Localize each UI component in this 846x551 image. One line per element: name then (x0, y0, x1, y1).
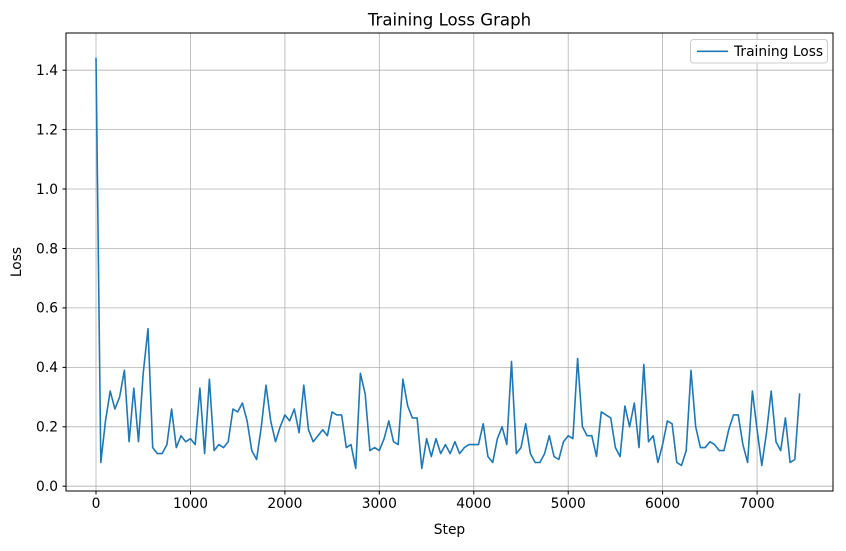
x-tick-label: 7000 (740, 496, 775, 512)
y-axis-label: Loss (9, 247, 25, 277)
x-tick-label: 3000 (362, 496, 397, 512)
x-tick-label: 2000 (267, 496, 302, 512)
legend-box (690, 39, 828, 64)
x-axis-label: Step (434, 522, 465, 538)
y-tick-label: 1.4 (36, 63, 58, 79)
y-tick-label: 0.8 (36, 241, 58, 257)
x-tick-label: 5000 (551, 496, 586, 512)
y-tick-label: 1.0 (36, 182, 58, 198)
legend: Training Loss (690, 39, 828, 64)
y-tick-labels: 0.0 0.2 0.4 0.6 0.8 1.0 1.2 1.4 (36, 63, 66, 495)
y-tick-label: 0.0 (36, 479, 58, 495)
x-tick-label: 1000 (173, 496, 208, 512)
x-tick-label: 6000 (645, 496, 680, 512)
y-tick-label: 1.2 (36, 122, 58, 138)
y-tick-label: 0.4 (36, 360, 58, 376)
y-tick-label: 0.6 (36, 301, 58, 317)
plot-border (65, 32, 834, 492)
chart-title: Training Loss Graph (367, 11, 531, 30)
y-tick-label: 0.2 (36, 420, 58, 436)
x-tick-label: 0 (92, 496, 101, 512)
x-tick-labels: 0 1000 2000 3000 4000 5000 6000 7000 (92, 491, 775, 512)
legend-label-training-loss: Training Loss (733, 44, 823, 60)
grid-lines (66, 33, 833, 491)
training-loss-line (95, 57, 801, 470)
series-training-loss (95, 57, 801, 470)
x-tick-label: 4000 (456, 496, 491, 512)
